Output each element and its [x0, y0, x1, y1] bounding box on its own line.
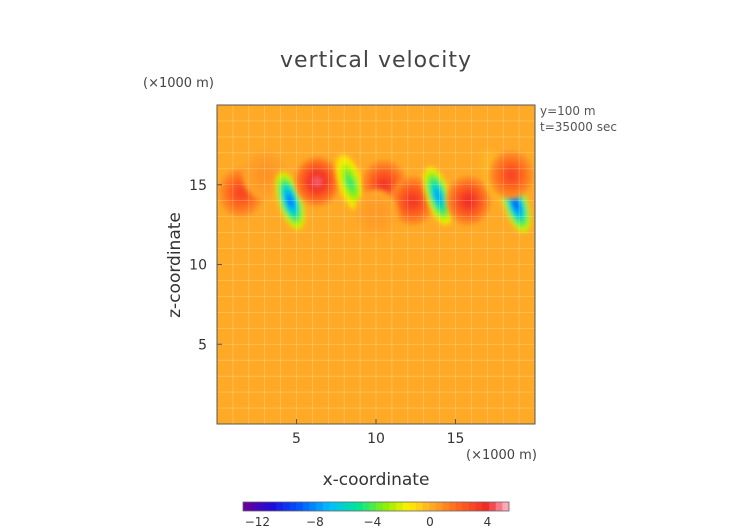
colorbar-segment — [469, 502, 477, 511]
velocity-feature-4 — [335, 154, 366, 212]
velocity-field — [218, 148, 534, 238]
velocity-feature-8 — [423, 167, 453, 225]
colorbar-segment — [376, 502, 384, 511]
y-tick-label: 5 — [198, 337, 207, 353]
y-axis-unit: (×1000 m) — [143, 76, 214, 91]
colorbar-segment — [302, 502, 310, 511]
colorbar-segment — [415, 502, 423, 511]
annotation-y-position: y=100 m — [540, 104, 596, 118]
colorbar-segment — [296, 502, 304, 511]
colorbar-segment — [395, 502, 403, 511]
colorbar-segment — [282, 502, 290, 511]
velocity-feature-7 — [354, 189, 398, 238]
colorbar-segment — [475, 502, 483, 511]
colorbar-segment — [435, 502, 443, 511]
colorbar-segment — [336, 502, 344, 511]
x-axis-ticks: 5 10 15 — [292, 419, 464, 447]
grid-lines — [217, 105, 535, 424]
colorbar-tick-label: −4 — [364, 515, 382, 529]
chart-title: vertical velocity — [279, 48, 472, 73]
colorbar-segment — [422, 502, 430, 511]
colorbar-segment — [329, 502, 337, 511]
x-tick-label: 10 — [367, 431, 385, 447]
colorbar-segment — [382, 502, 390, 511]
colorbar-segment — [442, 502, 450, 511]
y-tick-label: 15 — [189, 178, 207, 194]
velocity-feature-1 — [242, 151, 287, 200]
colorbar: −12 −8 −4 0 4 — [242, 501, 510, 529]
colorbar-segment — [349, 502, 357, 511]
colorbar-tick-label: −12 — [245, 515, 270, 529]
x-axis-unit: (×1000 m) — [466, 448, 537, 463]
colorbar-segment — [243, 502, 251, 511]
x-tick-label: 5 — [292, 431, 301, 447]
colorbar-segment — [489, 502, 497, 511]
colorbar-segment — [502, 502, 510, 511]
colorbar-segment — [276, 502, 284, 511]
colorbar-segment — [316, 502, 324, 511]
colorbar-segment — [256, 502, 264, 511]
colorbar-segment — [356, 502, 364, 511]
annotation-time: t=35000 sec — [540, 120, 617, 134]
colorbar-segment — [309, 502, 317, 511]
colorbar-segment — [369, 502, 377, 511]
colorbar-segment — [495, 502, 503, 511]
velocity-feature-2 — [275, 171, 305, 230]
colorbar-segment — [262, 502, 270, 511]
x-tick-label: 15 — [447, 431, 465, 447]
colorbar-segment — [362, 502, 370, 511]
colorbar-segment — [455, 502, 463, 511]
velocity-feature-12 — [489, 151, 534, 200]
colorbar-segment — [322, 502, 330, 511]
colorbar-segment — [389, 502, 397, 511]
velocity-feature-6 — [390, 176, 435, 225]
colorbar-tick-label: 4 — [484, 515, 492, 529]
colorbar-segment — [429, 502, 437, 511]
colorbar-segment — [409, 502, 417, 511]
colorbar-segment — [342, 502, 350, 511]
colorbar-tick-label: −8 — [306, 515, 324, 529]
velocity-feature-9 — [446, 176, 491, 225]
colorbar-tick-label: 0 — [426, 515, 434, 529]
colorbar-segment — [482, 502, 490, 511]
y-axis-ticks: 5 10 15 — [189, 178, 222, 353]
colorbar-segment — [269, 502, 277, 511]
colorbar-segment — [449, 502, 457, 511]
colorbar-segment — [462, 502, 470, 511]
x-axis-label: x-coordinate — [322, 470, 430, 490]
colorbar-segment — [402, 502, 410, 511]
colorbar-segment — [289, 502, 297, 511]
velocity-feature-3 — [295, 157, 340, 206]
colorbar-segment — [249, 502, 257, 511]
y-tick-label: 10 — [189, 258, 207, 274]
